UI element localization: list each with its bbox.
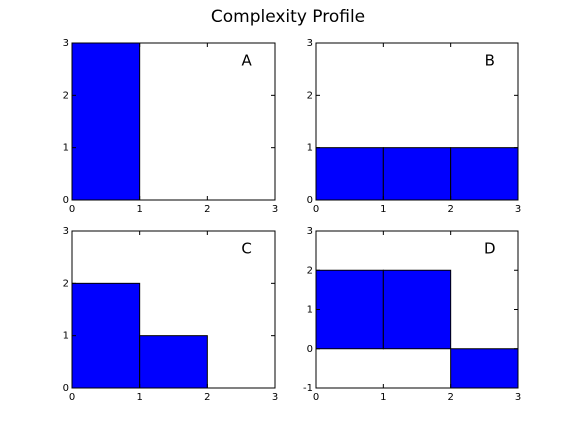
y-tick-label: 2 — [63, 90, 69, 101]
y-tick-label: 0 — [63, 383, 69, 394]
x-tick-label: 0 — [69, 392, 75, 403]
bar — [71, 282, 141, 389]
x-tick-label: 0 — [313, 204, 319, 215]
bar — [315, 147, 384, 201]
bar — [71, 42, 141, 201]
x-tick-label: 3 — [272, 204, 278, 215]
y-tick-label: -1 — [303, 383, 313, 394]
x-tick-label: 2 — [204, 204, 210, 215]
x-tick-label: 3 — [515, 204, 521, 215]
x-tick-label: 0 — [69, 204, 75, 215]
panel-label: C — [241, 240, 251, 258]
y-tick-label: 3 — [63, 226, 69, 237]
y-tick-label: 1 — [63, 331, 69, 342]
plot-frame — [71, 42, 276, 201]
bar — [315, 269, 384, 350]
panel-label: A — [241, 52, 252, 70]
y-tick-label: 3 — [63, 38, 69, 49]
y-tick-label: 3 — [307, 38, 313, 49]
y-tick-label: 3 — [307, 226, 313, 237]
x-tick-label: 1 — [136, 204, 142, 215]
x-tick-label: 1 — [380, 392, 386, 403]
y-tick-label: 0 — [63, 195, 69, 206]
x-tick-label: 2 — [447, 392, 453, 403]
x-tick-label: 3 — [515, 392, 521, 403]
bar — [450, 147, 519, 201]
figure-title: Complexity Profile — [211, 7, 365, 27]
x-tick-label: 2 — [447, 204, 453, 215]
y-tick-label: 2 — [63, 278, 69, 289]
bar — [450, 348, 519, 389]
x-tick-label: 0 — [313, 392, 319, 403]
y-tick-label: 2 — [307, 90, 313, 101]
x-tick-label: 1 — [380, 204, 386, 215]
bar — [382, 147, 452, 201]
y-tick-label: 1 — [307, 305, 313, 316]
plot-frame — [71, 230, 276, 389]
y-tick-label: 1 — [63, 143, 69, 154]
y-tick-label: 2 — [307, 265, 313, 276]
plot-frame — [315, 42, 519, 201]
x-tick-label: 2 — [204, 392, 210, 403]
x-tick-label: 1 — [136, 392, 142, 403]
y-tick-label: 0 — [307, 195, 313, 206]
x-tick-label: 3 — [272, 392, 278, 403]
panel-label: B — [485, 52, 495, 70]
panel-label: D — [484, 240, 496, 258]
y-tick-label: 1 — [307, 143, 313, 154]
y-tick-label: 0 — [307, 344, 313, 355]
bar — [139, 335, 208, 389]
bar — [382, 269, 452, 350]
